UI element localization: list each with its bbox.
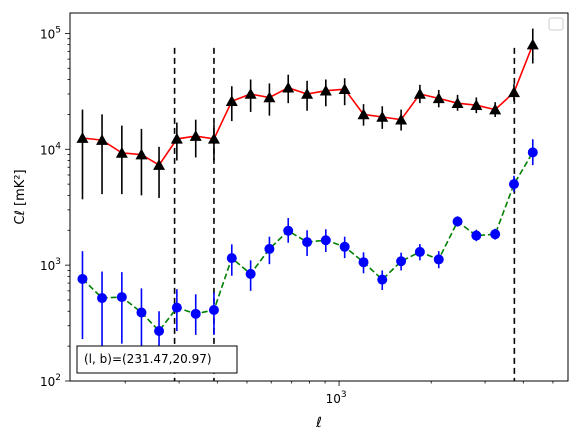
series-1-point-12 <box>302 237 313 248</box>
series-0-point-16 <box>376 110 389 122</box>
y-tick-label-0: 102 <box>40 373 61 389</box>
series-1-point-13 <box>320 235 331 246</box>
series-1-point-1 <box>97 293 108 304</box>
y-tick-label-2: 104 <box>40 141 61 157</box>
series-0-point-15 <box>357 108 370 120</box>
series-0-point-14 <box>338 83 351 94</box>
series-1-point-19 <box>433 254 444 265</box>
series-0-point-17 <box>395 113 408 125</box>
legend-box <box>548 17 564 31</box>
x-axis-label: ℓ <box>315 415 322 431</box>
series-0-point-8 <box>225 95 238 106</box>
series-0-point-19 <box>432 92 445 104</box>
series-1-point-4 <box>154 326 165 337</box>
series-0-point-10 <box>263 91 276 103</box>
series-1-point-16 <box>377 274 388 285</box>
series-1-point-2 <box>116 292 127 303</box>
series-0-point-7 <box>207 132 220 144</box>
series-0-point-3 <box>135 148 148 160</box>
series-1-point-3 <box>136 307 147 318</box>
series-1-point-17 <box>396 256 407 267</box>
series-1-point-23 <box>508 179 519 190</box>
series-1-point-22 <box>490 229 501 240</box>
series-1-point-6 <box>190 308 201 319</box>
series-1-point-11 <box>283 225 294 236</box>
series-1-point-7 <box>208 304 219 315</box>
series-0-point-9 <box>244 87 257 99</box>
series-0-point-21 <box>470 99 483 111</box>
series-1-point-0 <box>77 273 88 284</box>
series-0-point-13 <box>319 84 332 96</box>
series-1-point-15 <box>358 257 369 268</box>
series-0-point-20 <box>451 97 464 108</box>
series-0-point-12 <box>301 87 314 99</box>
series-0-point-1 <box>96 134 109 145</box>
series-1-point-18 <box>414 246 425 257</box>
y-tick-label-3: 105 <box>40 25 61 41</box>
axis-ticks: 102 103 104 105 103 <box>40 25 554 406</box>
series-1-point-14 <box>339 241 350 252</box>
series-1-point-21 <box>471 230 482 241</box>
series-0-point-4 <box>153 159 166 170</box>
annotation-text: (l, b)=(231.47,20.97) <box>84 352 212 366</box>
y-axis-label: Cℓ [mK²] <box>13 169 28 224</box>
series-0-point-11 <box>282 81 295 93</box>
series-1-point-5 <box>171 302 182 313</box>
series-0-point-22 <box>489 103 502 115</box>
series-0-point-0 <box>76 132 89 143</box>
plot-area <box>76 28 539 381</box>
y-tick-label-1: 103 <box>40 257 61 273</box>
series-0-point-24 <box>526 38 539 50</box>
series-0-point-2 <box>115 146 128 158</box>
series-0-point-6 <box>189 130 202 141</box>
series-0-point-23 <box>507 86 520 98</box>
series-1-point-20 <box>452 216 463 227</box>
series-0-point-5 <box>170 132 183 144</box>
series-0-point-18 <box>413 87 426 99</box>
series-1-point-24 <box>527 147 538 158</box>
x-tick-label-0: 103 <box>326 390 347 406</box>
series-1-point-9 <box>245 268 256 279</box>
series-1-point-10 <box>264 243 275 254</box>
annotation-box: (l, b)=(231.47,20.97) <box>76 345 238 374</box>
series-1-point-8 <box>226 253 237 264</box>
axes-frame <box>69 12 569 382</box>
